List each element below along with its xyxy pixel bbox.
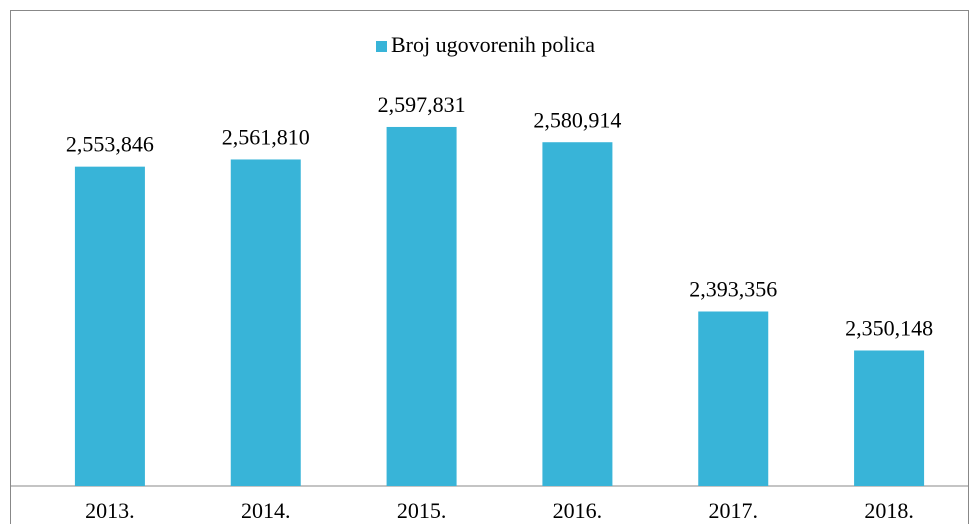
x-tick-label: 2016. bbox=[553, 498, 603, 523]
data-label: 2,393,356 bbox=[689, 277, 777, 302]
bar bbox=[854, 350, 925, 486]
bar bbox=[230, 159, 301, 486]
bar bbox=[542, 142, 613, 487]
bar bbox=[698, 311, 769, 486]
bar bbox=[74, 166, 145, 486]
data-label: 2,580,914 bbox=[533, 107, 621, 132]
x-tick-label: 2018. bbox=[864, 498, 914, 523]
data-label: 2,597,831 bbox=[378, 92, 466, 117]
legend-swatch bbox=[376, 41, 387, 52]
legend-label: Broj ugovorenih polica bbox=[391, 32, 595, 57]
chart-border bbox=[10, 10, 969, 524]
x-tick-label: 2014. bbox=[241, 498, 291, 523]
data-label: 2,561,810 bbox=[222, 125, 310, 150]
data-label: 2,553,846 bbox=[66, 132, 154, 157]
data-label: 2,350,148 bbox=[845, 316, 933, 341]
x-tick-label: 2017. bbox=[709, 498, 759, 523]
bar bbox=[386, 126, 457, 486]
x-tick-label: 2015. bbox=[397, 498, 447, 523]
x-tick-label: 2013. bbox=[85, 498, 135, 523]
